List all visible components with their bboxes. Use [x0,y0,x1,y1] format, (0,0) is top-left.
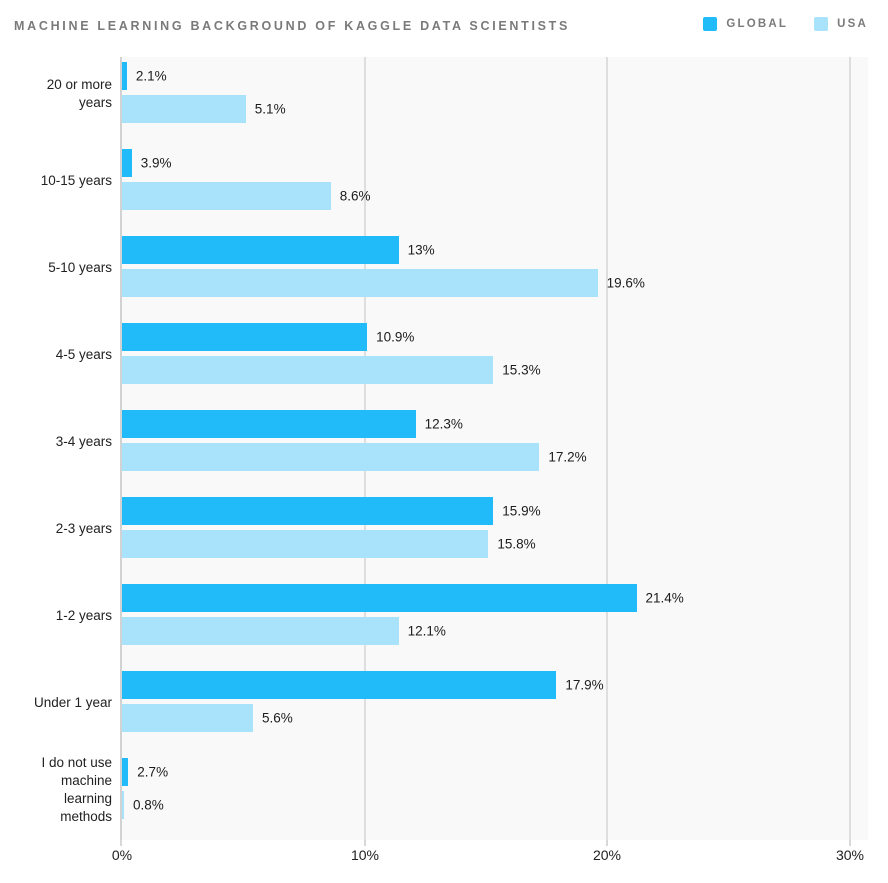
category-label: 20 or more years [46,77,112,110]
bar-global-1 [122,149,132,177]
bar-value-label: 19.6% [606,275,645,291]
axis-tick [606,840,608,846]
legend-swatch-icon [703,17,718,31]
bar-value-label: 13% [407,242,435,258]
gridline-20pct [606,57,608,840]
bar-global-7 [122,671,557,699]
category-label: 4-5 years [55,347,112,362]
bar-value-label: 17.2% [548,449,587,465]
bar-global-0 [122,62,127,90]
gridline-0pct [120,57,122,840]
bar-value-label: 15.8% [497,536,536,552]
legend-label: GLOBAL [726,18,789,30]
bar-global-6 [122,584,637,612]
plot-area: 2.1% 5.1% 3.9% 8.6% 13% 19.6% 10.9% 15.3% 12.3% 1… [120,57,868,846]
bar-value-label: 0.8% [133,797,164,813]
bar-value-label: 15.3% [502,362,541,378]
category-label: 10-15 years [40,173,112,188]
bar-value-label: 5.6% [262,710,293,726]
bar-value-label: 2.7% [137,764,169,780]
bar-value-label: 8.6% [339,188,371,204]
axis-tick [849,840,851,846]
bar-value-label: 12.3% [424,416,463,432]
bar-usa-3 [122,356,494,384]
bar-value-label: 15.9% [502,503,541,519]
category-axis: 20 or more years 10-15 years 5-10 years 4-5… [0,0,114,883]
bar-value-label: 17.9% [565,677,604,693]
category-label: Under 1 year [33,695,112,710]
category-label: 1-2 years [55,608,112,623]
bar-global-3 [122,323,368,351]
bar-global-2 [122,236,399,264]
category-label: 3-4 years [55,434,112,449]
bar-value-label: 10.9% [376,329,415,345]
x-tick-label: 20% [592,847,622,863]
legend: GLOBAL USA [703,17,868,31]
bar-usa-1 [122,182,331,210]
bar-value-label: 12.1% [407,623,446,639]
category-label: 2-3 years [55,521,112,536]
gridline-30pct [849,57,851,840]
bar-global-4 [122,410,416,438]
axis-tick [120,840,122,846]
axis-tick [364,840,366,846]
bar-usa-2 [122,269,598,297]
bar-usa-0 [122,95,246,123]
x-tick-label: 10% [350,847,380,863]
bar-usa-7 [122,704,253,732]
category-label: 5-10 years [48,260,112,275]
chart-title: MACHINE LEARNING BACKGROUND OF KAGGLE DA… [14,19,571,33]
bar-value-label: 3.9% [140,155,172,171]
x-tick-label: 0% [111,847,133,863]
category-label: I do not use machine learning methods [41,755,112,824]
bar-usa-4 [122,443,540,471]
legend-label: USA [837,18,868,30]
x-tick-label: 30% [835,847,865,863]
legend-item-usa[interactable]: USA [814,17,868,31]
bar-usa-8 [122,791,124,819]
legend-swatch-icon [814,17,829,31]
bar-value-label: 21.4% [645,590,684,606]
bar-usa-6 [122,617,399,645]
bar-usa-5 [122,530,489,558]
bar-value-label: 2.1% [135,68,167,84]
bar-value-label: 5.1% [254,101,286,117]
bar-global-8 [122,758,129,786]
legend-item-global[interactable]: GLOBAL [703,17,788,31]
bar-global-5 [122,497,494,525]
